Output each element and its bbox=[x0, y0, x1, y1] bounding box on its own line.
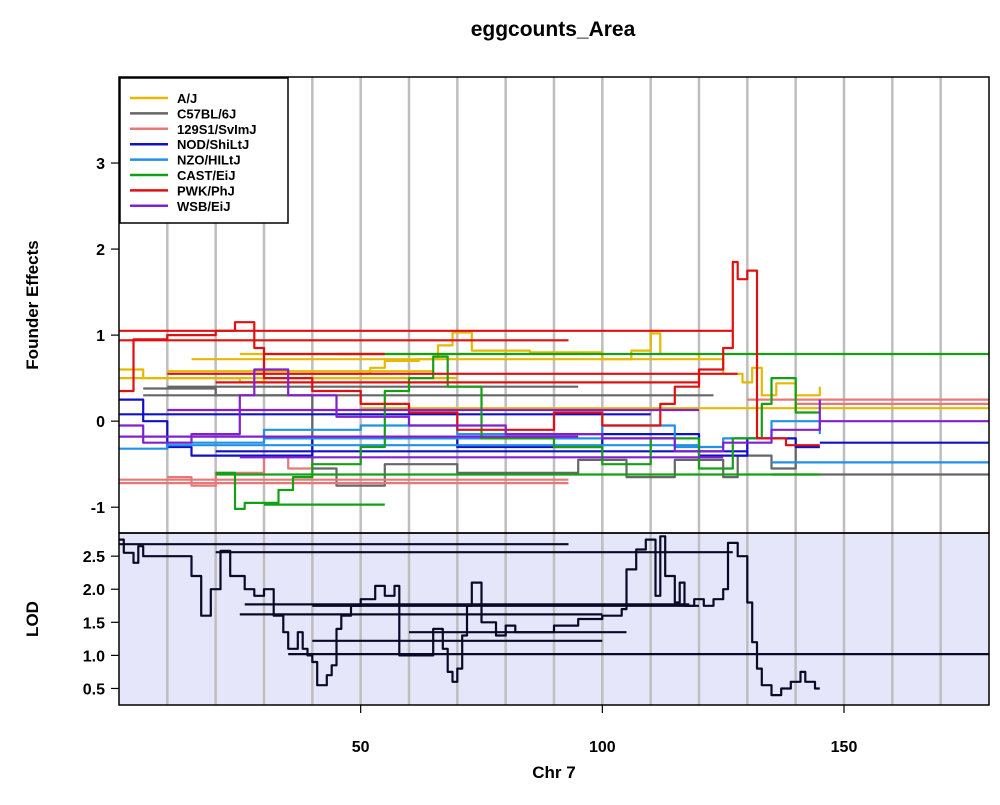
legend-label-3: NOD/ShiLtJ bbox=[177, 137, 249, 152]
lod-panel-frame bbox=[118, 532, 990, 706]
y-tick-label-effects-2: 1 bbox=[96, 328, 105, 345]
y-tick-label-effects-3: 2 bbox=[96, 242, 105, 259]
axes-layer: -1 0 1 2 3 0.5 1.0 1.5 2.0 2.5 50 100 150 bbox=[83, 156, 858, 756]
series-effects-5-segment-0 bbox=[215, 355, 820, 510]
legend-label-1: C57BL/6J bbox=[177, 106, 236, 121]
legend-box bbox=[119, 77, 289, 224]
series-effects-3-segment-0 bbox=[119, 398, 820, 457]
effects-y-axis-label: Founder Effects bbox=[23, 240, 42, 369]
x-tick-label-2: 150 bbox=[831, 739, 858, 756]
series-effects-7-segment-0 bbox=[119, 368, 821, 453]
series-effects-6-segment-0 bbox=[119, 260, 820, 447]
y-tick-label-effects-0: -1 bbox=[91, 500, 105, 517]
x-tick-label-0: 50 bbox=[352, 739, 370, 756]
lod-panel bbox=[119, 535, 989, 697]
y-tick-label-effects-1: 0 bbox=[96, 414, 105, 431]
legend-label-0: A/J bbox=[177, 91, 197, 106]
y-tick-label-lod-4: 2.5 bbox=[83, 549, 105, 566]
legend-label-7: WSB/EiJ bbox=[177, 199, 230, 214]
chart-title: eggcounts_Area bbox=[471, 18, 636, 41]
legend-label-4: NZO/HILtJ bbox=[177, 153, 241, 168]
legend: A/JC57BL/6J129S1/SvImJNOD/ShiLtJNZO/HILt… bbox=[119, 77, 289, 224]
lod-y-axis-label: LOD bbox=[23, 601, 42, 637]
legend-label-2: 129S1/SvImJ bbox=[177, 122, 257, 137]
y-tick-label-lod-3: 2.0 bbox=[83, 582, 105, 599]
y-tick-label-lod-0: 0.5 bbox=[83, 681, 105, 698]
x-axis-label: Chr 7 bbox=[532, 763, 575, 782]
series-lod-0-segment-0 bbox=[119, 535, 820, 697]
legend-label-5: CAST/EiJ bbox=[177, 168, 236, 183]
x-tick-label-1: 100 bbox=[589, 739, 616, 756]
legend-label-6: PWK/PhJ bbox=[177, 183, 235, 198]
series-effects-2-segment-2 bbox=[167, 454, 313, 487]
y-tick-label-lod-1: 1.0 bbox=[83, 648, 105, 665]
effects-panel bbox=[119, 260, 989, 510]
y-tick-label-lod-2: 1.5 bbox=[83, 615, 105, 632]
y-tick-label-effects-4: 3 bbox=[96, 156, 105, 173]
